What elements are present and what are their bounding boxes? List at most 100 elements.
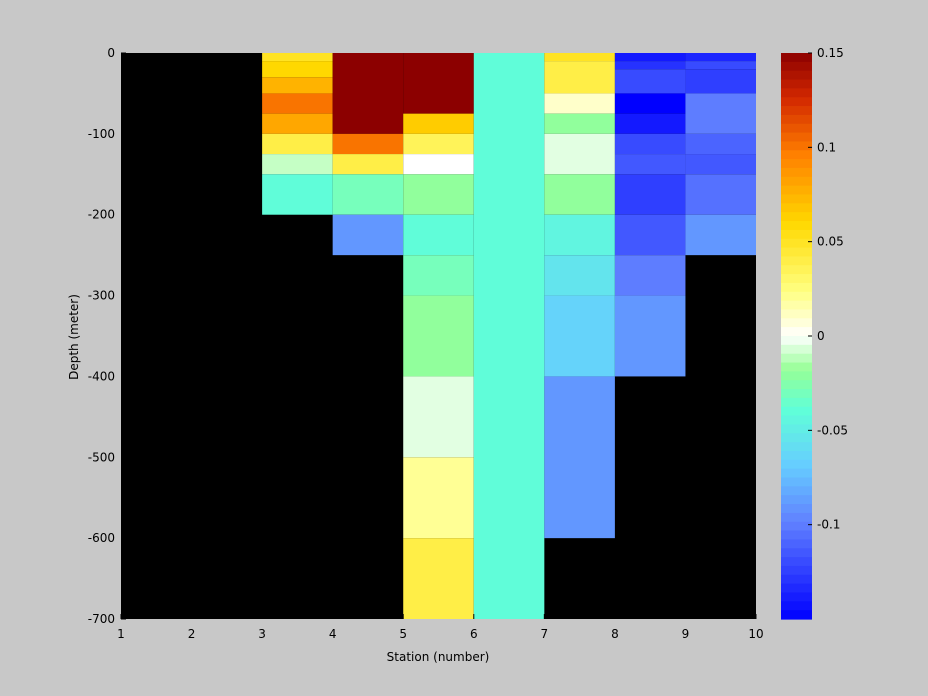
heatmap-cell	[403, 113, 474, 134]
x-tick-label: 10	[748, 627, 763, 641]
colorbar-band	[781, 88, 812, 98]
colorbar-band	[781, 565, 812, 576]
heatmap-cell	[403, 133, 474, 155]
colorbar-band	[781, 185, 812, 196]
colorbar-band	[781, 539, 812, 549]
colorbar-band	[781, 557, 812, 567]
colorbar-band	[781, 512, 812, 523]
heatmap-cell	[332, 53, 404, 134]
colorbar-band	[781, 141, 812, 151]
colorbar-band	[781, 477, 812, 487]
colorbar-tick-label: 0.15	[817, 46, 844, 60]
heatmap-cell	[403, 174, 474, 215]
colorbar-band	[781, 194, 812, 204]
heatmap-cell	[473, 53, 545, 619]
y-tick-label: -400	[88, 369, 115, 383]
heatmap-cell	[685, 53, 756, 62]
heatmap-cell	[544, 255, 615, 296]
colorbar-band	[781, 61, 812, 72]
heatmap-cell	[614, 93, 686, 114]
colorbar-band	[781, 415, 812, 426]
heatmap-cell	[262, 113, 333, 134]
colorbar-band	[781, 229, 812, 240]
colorbar-band	[781, 583, 812, 594]
colorbar-band	[781, 530, 812, 541]
heatmap-cell	[403, 214, 474, 256]
x-tick-label: 1	[117, 627, 125, 641]
colorbar-band	[781, 336, 812, 346]
colorbar-band	[781, 468, 812, 479]
heatmap-cell	[685, 214, 756, 256]
x-tick-label: 2	[188, 627, 196, 641]
colorbar	[781, 53, 812, 620]
heatmap-cell	[614, 214, 686, 256]
colorbar-band	[781, 601, 812, 611]
colorbar-band	[781, 238, 812, 249]
colorbar-band	[781, 459, 812, 470]
colorbar-band	[781, 495, 812, 505]
x-tick-label: 9	[682, 627, 690, 641]
colorbar-band	[781, 221, 812, 231]
x-tick-label: 3	[258, 627, 266, 641]
colorbar-band	[781, 300, 812, 311]
heatmap-cell	[332, 214, 404, 256]
colorbar-band	[781, 521, 812, 532]
heatmap-cell	[403, 255, 474, 296]
heatmap-cell	[614, 295, 686, 377]
colorbar-band	[781, 114, 812, 125]
heatmap-cell	[544, 214, 615, 256]
heatmap-cell	[685, 69, 756, 94]
colorbar-band	[781, 504, 812, 514]
y-tick-label: -500	[88, 450, 115, 464]
x-tick-label: 6	[470, 627, 478, 641]
colorbar-band	[781, 592, 812, 602]
colorbar-band	[781, 212, 812, 222]
colorbar-band	[781, 389, 812, 399]
colorbar-band	[781, 123, 812, 134]
heatmap-cell	[544, 113, 615, 134]
heatmap-cell	[544, 53, 615, 62]
colorbar-tick-label: -0.05	[817, 423, 848, 437]
plot-area	[121, 53, 756, 619]
y-tick-label: -600	[88, 531, 115, 545]
heatmap-cell	[614, 174, 686, 215]
colorbar-band	[781, 132, 812, 143]
heatmap-cell	[544, 174, 615, 215]
y-tick-label: -100	[88, 127, 115, 141]
colorbar-band	[781, 433, 812, 443]
colorbar-axis: 0.15 0.1 0.05 0 -0.05 -0.1	[808, 46, 848, 532]
colorbar-band	[781, 380, 812, 390]
heatmap-cell	[685, 174, 756, 215]
heatmap-cell	[403, 376, 474, 458]
colorbar-band	[781, 406, 812, 417]
heatmap-cell	[262, 53, 333, 62]
colorbar-band	[781, 450, 812, 461]
heatmap-cell	[262, 93, 333, 114]
colorbar-band	[781, 274, 812, 284]
heatmap-cell	[332, 174, 404, 215]
heatmap-cell	[332, 133, 404, 155]
heatmap-cell	[262, 154, 333, 175]
colorbar-band	[781, 442, 812, 452]
heatmap-cell	[614, 53, 686, 62]
heatmap-cell	[403, 457, 474, 539]
colorbar-tick-label: 0	[817, 329, 825, 343]
colorbar-band	[781, 176, 812, 187]
y-tick-label: -700	[88, 612, 115, 626]
heatmap-cell	[262, 77, 333, 94]
colorbar-band	[781, 256, 812, 266]
x-tick-label: 7	[541, 627, 549, 641]
y-axis-label: Depth (meter)	[67, 294, 81, 380]
colorbar-band	[781, 70, 812, 81]
colorbar-band	[781, 548, 812, 558]
colorbar-band	[781, 610, 812, 620]
heatmap-cell	[685, 93, 756, 134]
heatmap-cell	[544, 93, 615, 114]
colorbar-band	[781, 371, 812, 381]
heatmap-cell	[614, 255, 686, 296]
colorbar-band	[781, 424, 812, 434]
heatmap-cell	[614, 61, 686, 70]
colorbar-band	[781, 344, 812, 355]
colorbar-band	[781, 291, 812, 302]
colorbar-band	[781, 106, 812, 116]
